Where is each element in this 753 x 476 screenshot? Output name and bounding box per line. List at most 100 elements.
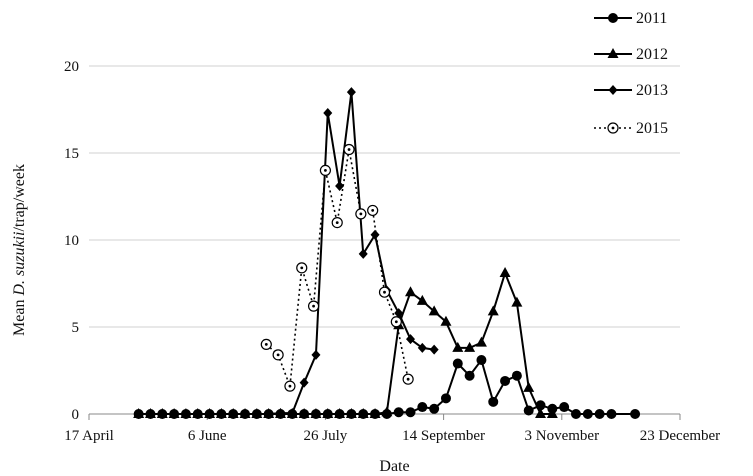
x-tick-label: 14 September [402, 428, 485, 444]
data-point-2011 [500, 375, 511, 386]
data-point-2013 [370, 229, 380, 240]
data-point-2012 [405, 286, 417, 297]
legend-label: 2012 [636, 46, 668, 63]
open-circle-dot [383, 290, 386, 294]
data-point-2012 [546, 408, 558, 418]
data-point-2013 [169, 409, 179, 419]
data-point-2011 [570, 409, 581, 419]
y-tick-label: 15 [64, 146, 79, 162]
data-point-2011 [594, 409, 605, 419]
data-point-2013 [287, 408, 297, 419]
series-2015 [260, 143, 414, 392]
data-point-2012 [499, 267, 511, 278]
legend: 2011 2012 2013 2015 [594, 10, 668, 137]
data-point-2011 [476, 355, 487, 366]
series-line-2013 [138, 91, 435, 415]
legend-marker [607, 122, 619, 134]
data-point-2013 [181, 409, 191, 419]
data-point-2011 [405, 407, 416, 418]
data-point-2013 [346, 87, 356, 98]
data-point-2013 [157, 409, 167, 419]
data-point-2013 [193, 409, 203, 419]
data-point-2015 [260, 338, 272, 350]
data-point-2013 [264, 409, 274, 419]
data-point-2012 [535, 408, 547, 418]
data-point-2015 [319, 164, 331, 176]
data-point-2013 [228, 409, 238, 419]
x-tick-label: 3 November [525, 428, 600, 444]
data-point-2013 [145, 409, 155, 419]
legend-label: 2015 [636, 120, 668, 137]
open-circle-dot [276, 353, 280, 357]
data-point-2012 [487, 305, 499, 316]
data-point-2013 [417, 342, 427, 353]
data-point-2015 [378, 286, 391, 298]
data-point-2012 [334, 408, 346, 418]
open-circle-dot [300, 266, 304, 270]
data-point-2013 [358, 248, 368, 259]
data-point-2015 [307, 300, 320, 312]
y-axis-label: Mean D. suzukii/trap/week [11, 164, 28, 336]
data-point-2013 [275, 408, 285, 419]
y-tick-label: 10 [64, 233, 79, 249]
data-point-2012 [464, 341, 476, 352]
open-circle-dot [347, 148, 351, 151]
x-axis-label: Date [379, 458, 409, 475]
data-point-2012 [381, 406, 393, 417]
legend-marker [608, 85, 618, 95]
data-point-2015 [402, 373, 414, 385]
y-axis-label-species: D. suzukii [11, 232, 28, 297]
data-point-2015 [284, 380, 296, 392]
data-point-2011 [452, 358, 463, 369]
y-axis-label-prefix: Mean [11, 296, 28, 336]
data-point-2015 [343, 143, 355, 156]
legend-item-2012: 2012 [594, 46, 668, 63]
data-point-2015 [272, 349, 284, 361]
open-circle-dot [312, 304, 315, 308]
data-point-2012 [322, 408, 334, 418]
legend-label: 2013 [636, 82, 668, 99]
data-point-2012 [416, 294, 428, 305]
x-tick-label: 6 June [188, 428, 227, 444]
data-point-2013 [205, 409, 215, 419]
data-point-2013 [335, 181, 345, 192]
data-point-2012 [511, 296, 523, 307]
data-point-2012 [523, 381, 535, 392]
data-point-2013 [299, 377, 309, 388]
data-point-2011 [559, 402, 570, 413]
data-point-2015 [367, 204, 379, 217]
data-point-2012 [428, 305, 440, 316]
x-tick-label: 26 July [304, 428, 348, 444]
y-tick-label: 5 [72, 320, 80, 336]
data-point-2012 [452, 341, 464, 352]
data-point-2011 [440, 393, 451, 404]
data-point-2011 [464, 370, 475, 381]
y-tick-label: 0 [72, 407, 80, 423]
data-point-2012 [475, 336, 487, 347]
data-point-2015 [331, 217, 343, 229]
data-point-2011 [488, 396, 499, 407]
open-circle-dot [371, 209, 375, 212]
data-point-2015 [296, 262, 308, 274]
open-circle-dot [406, 377, 410, 381]
data-point-2012 [440, 315, 452, 326]
legend-label: 2011 [636, 10, 667, 27]
data-point-2013 [323, 107, 333, 118]
y-tick-label: 20 [64, 59, 79, 75]
data-point-2011 [606, 409, 617, 419]
data-point-2012 [357, 408, 369, 418]
data-point-2011 [523, 405, 534, 416]
open-circle-dot [394, 320, 398, 324]
data-point-2015 [390, 316, 402, 328]
data-point-2013 [311, 349, 321, 360]
tick-labels: 0 5 10 15 20 17 April 6 June 26 July 14 Septembe… [64, 59, 720, 444]
open-circle-dot [324, 169, 327, 172]
data-point-2013 [240, 409, 250, 419]
open-circle-dot [611, 126, 615, 130]
open-circle-dot [264, 343, 268, 346]
data-point-2013 [252, 409, 262, 419]
legend-marker [608, 13, 618, 23]
data-point-2015 [355, 208, 367, 220]
data-point-2012 [345, 408, 357, 418]
